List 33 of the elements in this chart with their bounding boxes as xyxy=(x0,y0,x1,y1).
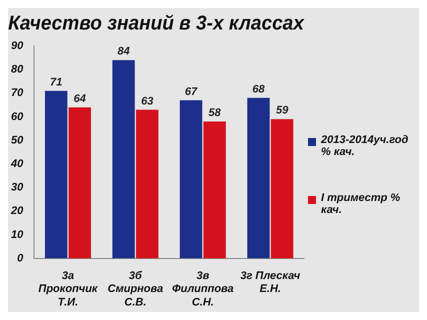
bar xyxy=(180,100,202,258)
x-tick-label: 3а Прокопчик Т.И. xyxy=(38,270,99,308)
y-tick-label: 20 xyxy=(10,205,24,218)
y-tick-label: 50 xyxy=(10,134,24,146)
legend-label: 2013-2014уч.год % кач. xyxy=(321,134,410,158)
y-tick-label: 0 xyxy=(17,252,24,264)
bar xyxy=(136,110,158,258)
x-tick-label: 3б Смирнова С.В. xyxy=(108,270,164,308)
legend-label: I триместр % кач. xyxy=(321,192,402,216)
data-label: 63 xyxy=(141,95,154,108)
x-tick-label: 3г Плескач Е.Н. xyxy=(240,270,301,296)
data-label: 68 xyxy=(252,83,266,96)
y-tick-label: 30 xyxy=(10,182,24,194)
bar xyxy=(203,122,226,258)
y-tick-label: 80 xyxy=(10,64,24,76)
bar xyxy=(247,98,270,258)
data-label: 58 xyxy=(208,107,222,120)
y-tick-label: 90 xyxy=(10,40,24,52)
y-tick-label: 40 xyxy=(10,158,24,170)
y-tick-label: 10 xyxy=(10,228,24,241)
bar xyxy=(44,90,68,258)
chart-title: Качество знаний в 3-х классах xyxy=(8,12,305,35)
bar xyxy=(112,60,135,258)
bar xyxy=(270,119,294,258)
data-label: 71 xyxy=(50,76,62,88)
y-tick-label: 60 xyxy=(10,110,24,123)
y-tick-label: 70 xyxy=(10,87,24,100)
bar xyxy=(68,107,91,258)
x-tick-label: 3в Филиппова С.Н. xyxy=(172,270,234,308)
data-label: 84 xyxy=(117,46,130,58)
data-label: 59 xyxy=(276,104,290,117)
data-label: 64 xyxy=(74,92,86,105)
data-label: 67 xyxy=(184,86,198,98)
